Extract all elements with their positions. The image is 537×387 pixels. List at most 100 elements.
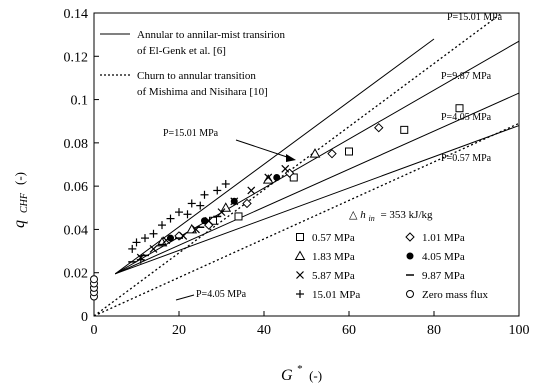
marker-plus [166,214,175,223]
marker-x-stroke [204,216,213,225]
marker-x-stroke [217,208,226,217]
label-p405-bottom: P=4.05 MPa [196,289,247,300]
solid-line [115,125,520,275]
delta-symbol: △ [349,209,358,221]
marker-plus [183,210,192,219]
y-tick-label: 0.06 [64,180,89,195]
marker-square [455,104,464,113]
series-legend-label: 0.57 MPa [312,232,355,244]
marker-triangle [262,174,274,184]
dotted-line [93,12,503,317]
series-square [209,104,464,225]
label-p1501-arrow: P=15.01 MPa [163,128,219,139]
marker-filled-circle [273,173,281,181]
marker-filled-circle [406,252,414,260]
solid-line [114,38,435,275]
marker-plus [141,234,149,243]
marker-x [264,173,273,182]
legend-dotted-label-line2: of Mishima and Nisihara [10] [137,86,268,98]
h-symbol: h [360,209,366,221]
x-axis-main: G [281,367,293,384]
marker-open-circle [90,275,98,284]
marker-plus [132,238,141,247]
solid-line [115,92,520,275]
marker-plus [200,190,209,199]
x-tick-label: 80 [427,323,441,338]
marker-x-stroke [264,173,273,182]
x-axis-label: G * (-) [281,359,322,384]
marker-plus [213,186,222,195]
marker-plus [128,244,137,253]
marker-plus [221,179,230,188]
legend-solid-label-line2: of El-Genk et al. [6] [137,45,226,57]
marker-plus [296,290,304,298]
marker-triangle [309,148,321,158]
marker-diamond [374,123,384,133]
x-tick-label: 0 [91,323,98,338]
marker-diamond [327,148,337,159]
x-tick-label: 60 [342,323,356,338]
legend-solid-label-line1: Annular to annilar-mist transirion [137,29,285,41]
y-tick-label: 0.14 [64,7,89,22]
y-axis-sub: CHF [19,192,30,213]
pressure-labels: P=15.01 MPa P=9.87 MPa P=4.05 MPa P=0.57… [163,12,503,301]
arrow-p405-shaft [175,294,195,301]
marker-filled-circle [167,234,174,242]
y-tick-label: 0.12 [64,50,89,65]
label-p405-right: P=4.05 MPa [441,112,492,123]
x-tick-label: 40 [257,323,271,338]
marker-square [289,173,298,182]
series-plus [128,179,230,264]
marker-x [230,197,239,206]
label-p987: P=9.87 MPa [441,71,492,82]
marker-diamond [242,198,252,209]
y-axis-unit: (-) [12,172,27,185]
label-p1501-top: P=15.01 MPa [447,12,503,23]
marker-plus [196,201,205,210]
marker-triangle [294,250,306,260]
series-dash [128,215,222,263]
marker-diamond [405,232,415,242]
arrow-p1501-head [286,154,296,162]
marker-x [247,186,256,195]
y-tick-label: 0.04 [64,223,89,238]
series-legend-label: 1.83 MPa [312,251,355,263]
series-x [136,164,290,262]
marker-x-stroke [149,244,158,253]
plot-frame [93,12,520,317]
inlet-subcooling-note: △ h in = 353 kJ/kg [349,209,433,224]
arrow-p1501-shaft [235,139,291,159]
plot-frame-layer: 0 20 40 60 80 100 0 0.02 0.04 0.06 0.08 0.1 0.12 0.14 [64,7,530,338]
series-legend-label: 4.05 MPa [422,251,465,263]
marker-x [162,236,171,245]
marker-square [400,125,409,134]
marker-x-stroke [296,271,304,279]
label-p057: P=0.57 MPa [441,153,492,164]
marker-square [296,233,304,241]
x-axis-unit: (-) [309,368,322,383]
series-legend: 0.57 MPa 1.01 MPa 1.83 MPa 4.05 MPa 5.87 MPa… [294,232,488,301]
marker-plus [149,229,158,238]
x-tick-label: 20 [172,323,186,338]
marker-x-stroke [281,164,290,173]
x-tick-label: 100 [509,323,530,338]
y-tick-label: 0.08 [64,137,89,152]
marker-open-circle [406,290,414,298]
marker-x-stroke [230,197,239,206]
marker-plus [175,208,183,217]
series-triangle [156,148,321,247]
y-axis-main: q [11,220,28,228]
marker-x [217,208,226,217]
series-legend-label: Zero mass flux [422,289,488,301]
x-axis-sup: * [297,363,303,375]
y-tick-label: 0.1 [71,94,89,109]
series-legend-label: 9.87 MPa [422,270,465,282]
series-open-circle [90,275,98,301]
inlet-subcooling-text: △ h in = 353 kJ/kg [349,209,433,224]
marker-x-stroke [162,236,171,245]
correlation-legend: Annular to annilar-mist transirion of El… [100,29,285,98]
marker-x [149,244,158,253]
marker-plus [158,221,166,230]
subcooling-value: = 353 kJ/kg [380,209,433,221]
